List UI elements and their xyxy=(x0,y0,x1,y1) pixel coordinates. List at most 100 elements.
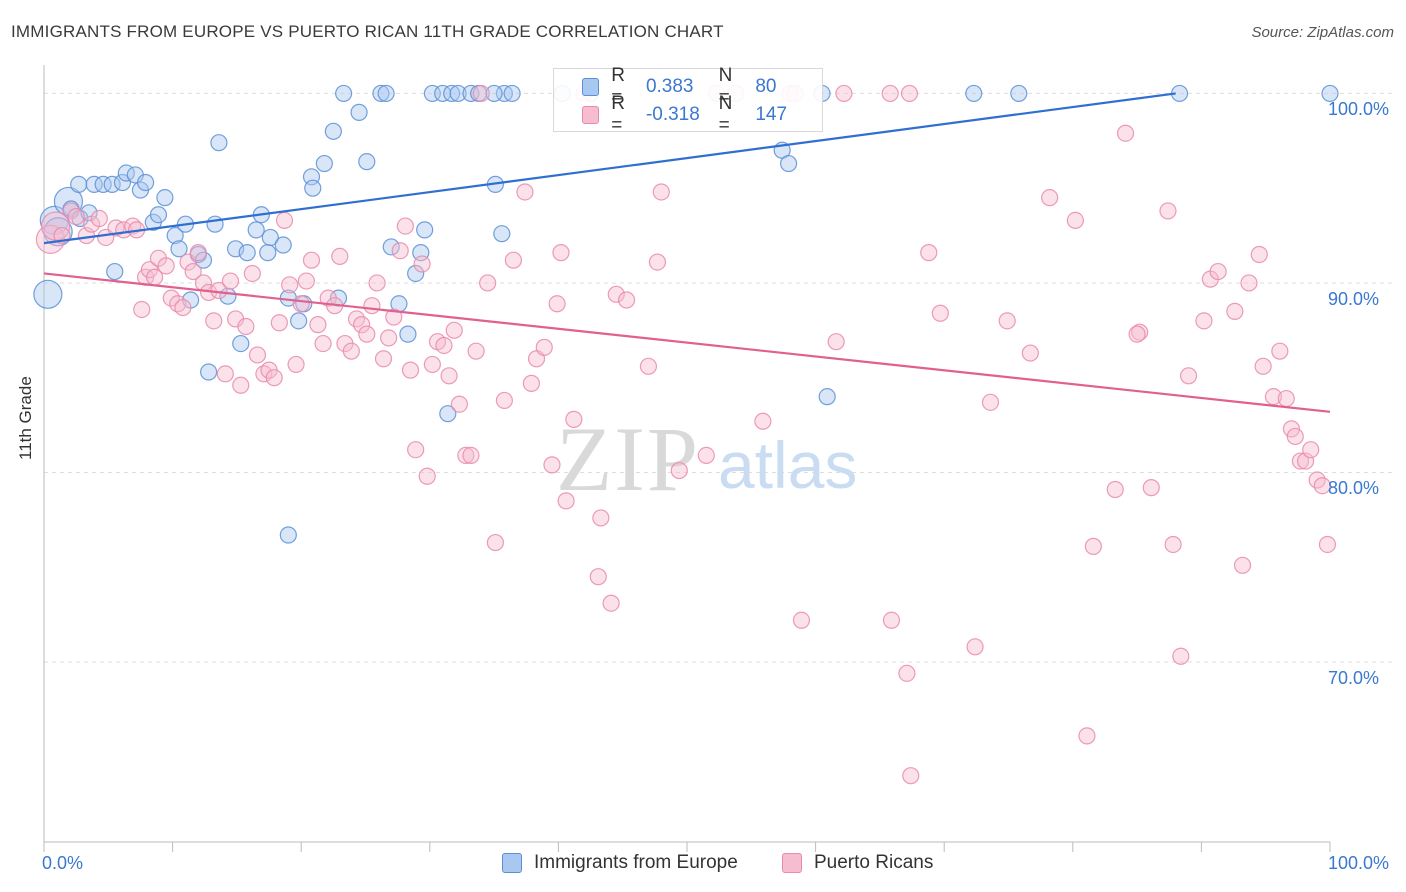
point-puerto-rican xyxy=(314,334,332,353)
point-puerto-rican xyxy=(221,272,240,290)
point-europe xyxy=(449,84,467,103)
point-europe xyxy=(443,84,461,103)
legend-r-label: R = xyxy=(611,93,625,136)
trend-lines xyxy=(43,92,1331,413)
legend-r-value-puerto-rican: -0.318 xyxy=(645,104,700,125)
point-europe xyxy=(290,312,308,330)
gridlines xyxy=(44,92,1392,663)
y-tick-label: 80.0% xyxy=(1328,478,1380,499)
trend-line-europe xyxy=(43,92,1176,245)
point-europe xyxy=(407,264,425,283)
point-puerto-rican xyxy=(331,247,349,266)
point-puerto-rican xyxy=(835,84,853,103)
point-europe xyxy=(238,244,256,262)
bottom-legend-swatch-blue xyxy=(502,853,522,873)
point-puerto-rican xyxy=(900,84,919,103)
bottom-legend-label-europe: Immigrants from Europe xyxy=(534,852,738,873)
point-puerto-rican xyxy=(754,412,772,430)
point-puerto-rican xyxy=(1142,479,1160,497)
point-europe xyxy=(399,325,417,343)
point-europe xyxy=(206,215,224,233)
point-europe xyxy=(136,173,155,192)
point-puerto-rican xyxy=(648,253,667,271)
legend-swatch-pink xyxy=(582,106,600,124)
legend-n-value-puerto-rican: 147 xyxy=(755,104,788,125)
point-puerto-rican xyxy=(363,297,381,315)
point-europe xyxy=(382,238,400,256)
point-puerto-rican xyxy=(133,300,151,319)
x-tick-label: 100.0% xyxy=(1328,853,1390,873)
point-europe xyxy=(103,175,121,193)
point-europe xyxy=(247,221,265,239)
point-puerto-rican xyxy=(342,342,360,360)
point-puerto-rican xyxy=(1084,537,1102,555)
point-europe xyxy=(1321,84,1339,103)
watermark: ZIP atlas xyxy=(556,408,857,510)
trend-line-puerto-rican xyxy=(43,272,1331,413)
point-puerto-rican xyxy=(391,242,409,260)
point-europe xyxy=(232,334,250,353)
point-puerto-rican xyxy=(1116,124,1135,142)
legend-r-value-europe: 0.383 xyxy=(645,76,694,97)
point-puerto-rican xyxy=(670,461,688,480)
point-puerto-rican xyxy=(486,533,504,552)
point-europe xyxy=(85,175,103,193)
point-puerto-rican xyxy=(302,251,321,269)
legend-swatch-blue xyxy=(582,78,600,96)
point-europe xyxy=(149,206,168,224)
bottom-legend: Immigrants from Europe Puerto Ricans xyxy=(0,852,1406,878)
point-puerto-rican xyxy=(309,316,327,334)
point-puerto-rican xyxy=(479,274,497,292)
point-puerto-rican xyxy=(67,208,85,226)
point-puerto-rican xyxy=(467,342,485,360)
point-puerto-rican xyxy=(265,369,283,387)
bottom-legend-puerto-rican[interactable]: Puerto Ricans xyxy=(782,852,933,874)
point-puerto-rican xyxy=(407,441,425,459)
point-europe xyxy=(818,388,836,406)
point-puerto-rican xyxy=(1179,367,1198,385)
point-puerto-rican xyxy=(1195,312,1213,330)
source-label: Source: ZipAtlas.com xyxy=(1251,24,1394,41)
legend-r-label: R = xyxy=(611,65,625,108)
bottom-legend-europe[interactable]: Immigrants from Europe xyxy=(502,852,738,874)
point-puerto-rican xyxy=(281,276,299,294)
bottom-legend-swatch-pink xyxy=(782,853,802,873)
point-europe xyxy=(503,84,521,103)
point-puerto-rican xyxy=(184,262,202,281)
point-europe xyxy=(372,84,390,103)
point-puerto-rican xyxy=(216,365,234,383)
point-puerto-rican xyxy=(602,594,620,612)
point-puerto-rican xyxy=(243,264,261,283)
point-puerto-rican xyxy=(1164,535,1182,554)
point-puerto-rican xyxy=(516,183,534,201)
point-europe xyxy=(965,84,983,103)
point-europe xyxy=(304,179,322,197)
point-puerto-rican xyxy=(232,376,250,394)
point-puerto-rican xyxy=(652,183,670,201)
y-axis-title: 11th Grade xyxy=(16,376,35,460)
point-puerto-rican xyxy=(1078,727,1096,745)
bottom-legend-label-puerto-rican: Puerto Ricans xyxy=(814,852,934,873)
point-puerto-rican xyxy=(881,84,899,103)
point-europe xyxy=(779,154,798,173)
point-puerto-rican xyxy=(472,84,490,103)
point-puerto-rican xyxy=(552,244,570,262)
point-europe xyxy=(1010,84,1028,103)
point-europe xyxy=(33,279,63,309)
point-puerto-rican xyxy=(90,209,108,228)
point-puerto-rican xyxy=(174,298,192,317)
axes xyxy=(43,65,1331,852)
point-europe xyxy=(170,240,188,258)
point-europe xyxy=(377,84,395,103)
chart-title: IMMIGRANTS FROM EUROPE VS PUERTO RICAN 1… xyxy=(11,22,724,41)
x-tick-label: 0.0% xyxy=(42,853,84,873)
point-puerto-rican xyxy=(435,336,453,355)
point-puerto-rican xyxy=(1277,389,1295,408)
legend-n-label: N = xyxy=(718,65,733,108)
point-europe xyxy=(200,363,218,381)
point-puerto-rican xyxy=(248,346,267,364)
point-puerto-rican xyxy=(882,611,901,629)
point-puerto-rican xyxy=(1240,274,1258,292)
point-europe xyxy=(335,84,353,103)
point-puerto-rican xyxy=(535,338,553,356)
